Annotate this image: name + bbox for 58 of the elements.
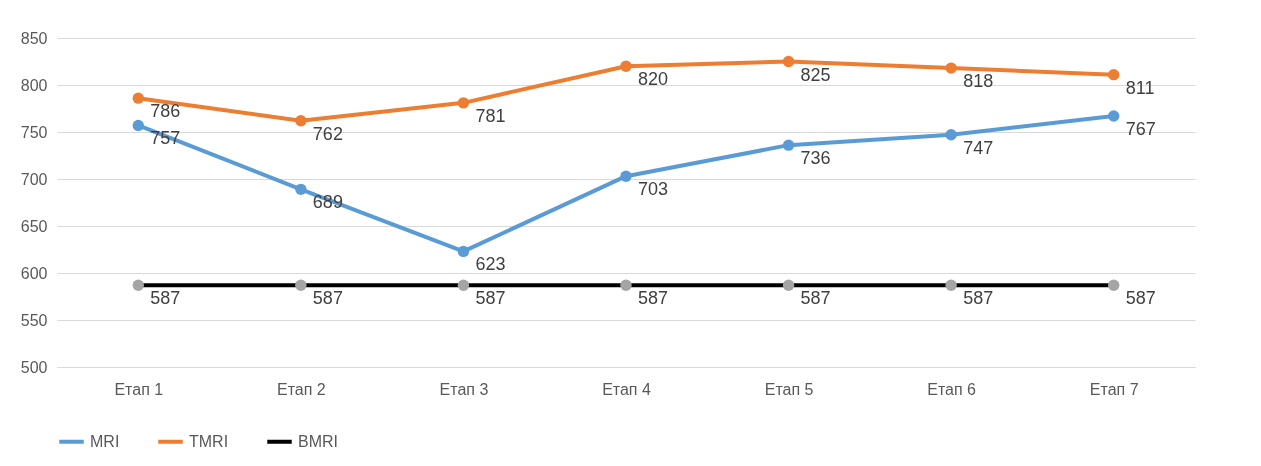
data-label: 587 [638,288,669,309]
data-label: 781 [475,105,506,126]
data-label: 762 [312,123,343,144]
legend-label: MRI [90,432,120,450]
data-label: 623 [475,254,506,275]
point [132,279,144,291]
point [295,115,307,127]
y-tick-label: 750 [20,123,48,141]
point [1108,279,1120,291]
y-tick-label: 800 [20,76,48,94]
point [295,279,307,291]
data-label: 736 [800,148,831,169]
point [295,183,307,196]
point [945,62,957,74]
data-label: 767 [1125,119,1156,140]
point [620,60,632,72]
point [945,279,957,291]
point [1108,68,1120,81]
x-tick-label: Етап 5 [764,380,814,398]
x-tick-label: Етап 4 [602,380,651,398]
point [782,55,795,68]
y-tick-label: 500 [20,358,48,376]
x-tick-label: Етап 2 [276,380,326,398]
point [620,170,632,182]
y-tick-label: 650 [20,217,48,235]
point [457,279,470,291]
x-tick-label: Етап 1 [114,380,164,398]
data-label: 811 [1125,77,1155,98]
y-tick-label: 600 [20,264,48,282]
point [782,139,795,151]
data-label: 820 [638,69,669,90]
data-label: 703 [638,179,669,200]
point [132,119,144,132]
data-label: 587 [312,288,343,309]
data-label: 587 [963,288,994,309]
data-label: 825 [800,64,831,85]
legend-label: TMRI [189,432,229,450]
legend-label: BMRI [298,432,338,450]
data-label: 587 [1125,288,1156,309]
data-label: 587 [475,288,506,309]
point [457,245,470,258]
x-tick-label: Етап 3 [439,380,489,398]
y-tick-label: 850 [20,29,48,47]
data-label: 818 [963,71,994,92]
x-tick-label: Етап 7 [1089,380,1139,398]
point [1108,110,1120,122]
point [132,92,144,104]
point [457,97,470,109]
data-label: 587 [800,288,831,309]
point [620,279,632,291]
data-label: 747 [963,137,994,158]
y-tick-label: 550 [20,311,48,329]
point [945,129,957,141]
point [782,279,795,291]
data-label: 587 [150,288,181,309]
data-label: 786 [150,101,181,122]
y-tick-label: 700 [20,170,48,188]
x-tick-label: Етап 6 [927,380,977,398]
